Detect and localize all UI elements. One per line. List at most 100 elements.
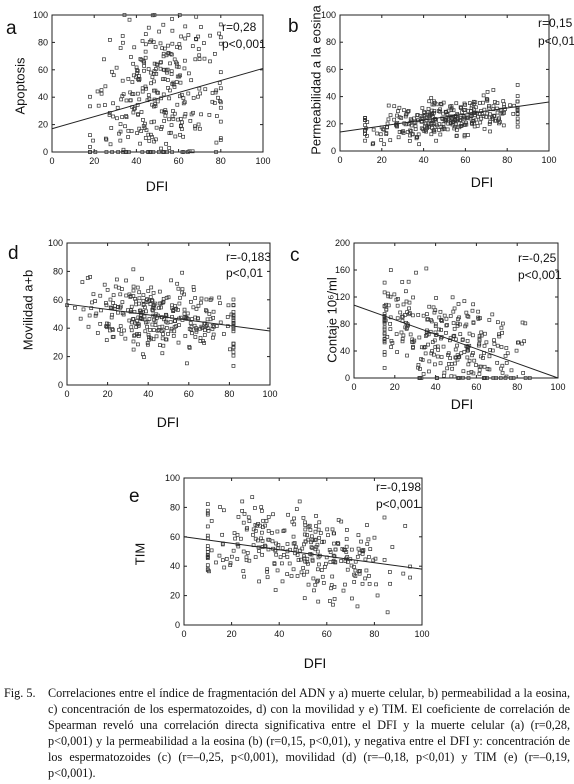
data-point — [359, 539, 363, 544]
data-point — [385, 610, 390, 615]
data-point — [205, 533, 210, 538]
data-point — [397, 105, 402, 110]
data-point — [440, 127, 445, 132]
data-point — [197, 57, 202, 61]
y-tick-label: 100 — [321, 10, 336, 20]
data-point — [127, 17, 132, 22]
data-point — [500, 330, 504, 335]
data-point — [170, 150, 174, 154]
data-point — [492, 114, 497, 118]
data-point — [232, 531, 237, 535]
data-point — [191, 96, 196, 100]
y-tick-label: 80 — [38, 37, 48, 47]
data-point — [395, 350, 399, 354]
data-point — [183, 24, 188, 29]
data-point — [155, 99, 160, 104]
data-point — [282, 528, 287, 533]
data-point — [411, 340, 416, 345]
data-point — [88, 275, 92, 279]
data-point — [302, 542, 306, 547]
data-point — [140, 89, 145, 94]
data-point — [208, 317, 213, 322]
data-point — [415, 113, 419, 118]
data-point — [146, 132, 151, 137]
data-point — [382, 327, 387, 332]
data-point — [281, 529, 286, 533]
x-tick-label: 60 — [174, 156, 184, 166]
x-tick-label: 0 — [49, 156, 54, 166]
panel-letter: e — [129, 486, 140, 507]
data-point — [331, 560, 336, 564]
data-point — [186, 91, 191, 96]
data-point — [162, 110, 167, 114]
data-point — [392, 117, 397, 122]
data-point — [456, 302, 461, 306]
data-point — [182, 66, 187, 71]
data-point — [316, 599, 321, 604]
data-point — [137, 126, 142, 131]
data-point — [305, 533, 309, 537]
data-point — [444, 110, 449, 115]
data-point — [119, 97, 124, 102]
correlation-r: r=-0,25 — [518, 251, 557, 265]
data-point — [128, 90, 133, 95]
data-point — [123, 336, 128, 341]
panel-letter: b — [288, 16, 299, 37]
data-point — [264, 519, 269, 523]
data-point — [215, 114, 219, 118]
data-point — [146, 25, 151, 30]
data-point — [300, 546, 305, 551]
caption-text: Correlaciones entre el índice de fragmen… — [48, 686, 570, 780]
data-point — [99, 91, 104, 96]
data-point — [445, 127, 450, 132]
data-point — [149, 285, 154, 290]
data-point — [401, 302, 406, 307]
data-point — [315, 549, 320, 554]
data-point — [172, 85, 177, 89]
data-point — [152, 139, 156, 144]
data-point — [188, 321, 193, 325]
data-point — [207, 312, 212, 316]
data-point — [454, 128, 459, 132]
data-point — [231, 353, 236, 358]
data-point — [263, 543, 267, 548]
data-point — [431, 305, 436, 310]
data-point — [209, 519, 214, 523]
data-point — [419, 126, 424, 131]
data-point — [104, 338, 109, 342]
data-point — [292, 522, 297, 527]
data-point — [349, 547, 354, 552]
data-point — [325, 527, 330, 532]
y-tick-label: 80 — [340, 319, 350, 329]
data-point — [331, 602, 335, 607]
data-point — [397, 115, 402, 120]
y-tick-label: 120 — [335, 292, 350, 302]
data-point — [208, 298, 213, 302]
data-point — [93, 313, 98, 318]
data-point — [475, 124, 480, 128]
data-point — [423, 124, 428, 129]
data-point — [181, 96, 186, 101]
data-point — [306, 582, 311, 587]
data-point — [154, 334, 159, 339]
data-point — [180, 150, 185, 154]
data-point — [157, 289, 162, 294]
data-point — [198, 91, 202, 96]
data-point — [85, 276, 90, 280]
data-point — [411, 313, 415, 318]
data-point — [231, 341, 236, 346]
regression-line — [353, 304, 559, 379]
data-point — [116, 150, 120, 154]
data-point — [296, 558, 301, 562]
data-point — [290, 519, 295, 524]
data-point — [437, 327, 441, 332]
data-point — [133, 106, 137, 111]
data-point — [136, 322, 141, 327]
x-tick-label: 100 — [541, 155, 556, 165]
data-point — [388, 113, 393, 118]
data-point — [115, 105, 120, 110]
data-point — [117, 131, 121, 136]
data-point — [138, 57, 143, 61]
data-point — [451, 309, 456, 314]
data-point — [353, 568, 358, 573]
